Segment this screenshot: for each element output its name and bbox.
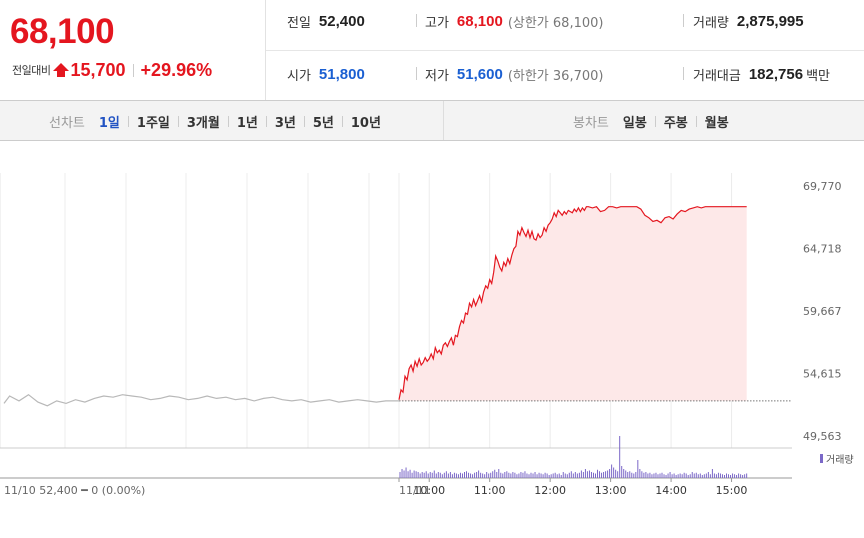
stat-separator xyxy=(416,67,417,80)
tab-separator xyxy=(341,115,343,127)
price-chart: 69,770 64,718 59,667 54,615 49,563 10:00 11:00… xyxy=(0,173,854,497)
toolbar-divider xyxy=(443,101,444,140)
x-tick-label: 13:00 xyxy=(595,484,627,497)
stat-separator xyxy=(683,14,684,27)
y-tick-label: 64,718 xyxy=(803,243,842,256)
x-tick-label: 14:00 xyxy=(655,484,687,497)
tab-candle-monthly[interactable]: 월봉 xyxy=(704,115,729,131)
today-date-label: 11/11 xyxy=(399,484,431,497)
stat-trade-value-unit: 백만 xyxy=(806,68,830,84)
change-percent: +29.96% xyxy=(140,59,213,80)
candle-chart-tabs: 봉차트 일봉 주봉 월봉 xyxy=(573,112,729,131)
today-series-line xyxy=(398,206,747,400)
quote-summary: 68,100 전일대비 15,700 +29.96% 전일 52,400 고가 … xyxy=(0,0,864,101)
stat-low: 저가 51,600 (하한가 36,700) xyxy=(425,64,603,84)
tab-candle-weekly[interactable]: 주봉 xyxy=(663,115,688,131)
stat-separator xyxy=(416,14,417,27)
x-tick-label: 12:00 xyxy=(534,484,566,497)
x-tick-label: 15:00 xyxy=(716,484,748,497)
tab-period-10y[interactable]: 10년 xyxy=(350,115,381,131)
stat-prev-close-label: 전일 xyxy=(287,15,311,31)
stat-prev-close-value: 52,400 xyxy=(318,12,365,30)
stat-separator xyxy=(683,67,684,80)
stat-open-label: 시가 xyxy=(287,68,311,84)
line-chart-tabs: 선차트 1일 1주일 3개월 1년 3년 5년 10년 xyxy=(49,112,381,131)
tab-candle-daily[interactable]: 일봉 xyxy=(622,115,647,131)
stat-open-value: 51,800 xyxy=(318,65,365,83)
stat-low-limit: (하한가 36,700) xyxy=(507,68,604,84)
tab-period-1w[interactable]: 1주일 xyxy=(136,115,170,131)
candle-chart-label: 봉차트 xyxy=(573,115,609,131)
upper-limit-arrow-icon xyxy=(53,63,70,77)
change-separator xyxy=(132,63,134,77)
stat-trade-value-label: 거래대금 xyxy=(693,68,741,84)
stat-volume: 거래량 2,875,995 xyxy=(693,11,804,31)
tab-separator xyxy=(177,115,179,127)
tab-period-1y[interactable]: 1년 xyxy=(236,115,258,131)
prev-day-series-line xyxy=(3,393,399,407)
stat-low-value: 51,600 xyxy=(456,65,503,83)
today-series-area xyxy=(399,206,747,401)
stat-volume-label: 거래량 xyxy=(693,15,729,31)
tab-separator xyxy=(127,115,129,127)
volume-bars xyxy=(399,436,748,478)
change-row: 전일대비 15,700 +29.96% xyxy=(12,60,212,80)
stat-high-label: 고가 xyxy=(425,15,449,31)
y-tick-label: 54,615 xyxy=(803,367,842,380)
change-label: 전일대비 xyxy=(12,64,51,77)
y-tick-label: 49,563 xyxy=(803,430,842,443)
tab-separator xyxy=(695,115,697,127)
tab-separator xyxy=(303,115,305,127)
tab-separator xyxy=(227,115,229,127)
prev-day-caption: 11/10 52,400 ━ 0 (0.00%) xyxy=(4,484,145,497)
tab-separator xyxy=(654,115,656,127)
current-price: 68,100 xyxy=(10,12,115,51)
tab-period-3y[interactable]: 3년 xyxy=(274,115,296,131)
stat-prev-close: 전일 52,400 xyxy=(287,11,365,31)
chart-fill-area xyxy=(399,206,747,401)
stat-high: 고가 68,100 (상한가 68,100) xyxy=(425,11,603,31)
y-tick-label: 69,770 xyxy=(803,180,842,193)
volume-legend-swatch xyxy=(820,454,823,463)
tab-period-3m[interactable]: 3개월 xyxy=(186,115,220,131)
stat-trade-value: 거래대금 182,756 백만 xyxy=(693,64,830,84)
stat-high-limit: (상한가 68,100) xyxy=(507,15,604,31)
stat-low-label: 저가 xyxy=(425,68,449,84)
volume-legend-label: 거래량 xyxy=(826,454,854,466)
stats-row-divider xyxy=(266,50,864,51)
tab-separator xyxy=(265,115,267,127)
axis-labels: 69,770 64,718 59,667 54,615 49,563 10:00 11:00… xyxy=(398,180,842,497)
tab-period-5y[interactable]: 5년 xyxy=(312,115,334,131)
change-value: 15,700 xyxy=(70,59,126,80)
stat-volume-value: 2,875,995 xyxy=(736,12,804,30)
x-tick-label: 10:00 xyxy=(413,484,445,497)
stat-high-value: 68,100 xyxy=(456,12,503,30)
stat-trade-value-value: 182,756 xyxy=(748,65,804,83)
chart-toolbar: 선차트 1일 1주일 3개월 1년 3년 5년 10년 봉차트 일봉 주봉 월봉 xyxy=(0,101,864,141)
stat-open: 시가 51,800 xyxy=(287,64,365,84)
y-tick-label: 59,667 xyxy=(803,305,842,318)
x-tick-label: 11:00 xyxy=(474,484,506,497)
tab-period-1d[interactable]: 1일 xyxy=(98,115,120,131)
line-chart-label: 선차트 xyxy=(49,115,85,131)
chart-lines xyxy=(3,206,792,407)
price-box: 68,100 전일대비 15,700 +29.96% xyxy=(0,0,266,100)
